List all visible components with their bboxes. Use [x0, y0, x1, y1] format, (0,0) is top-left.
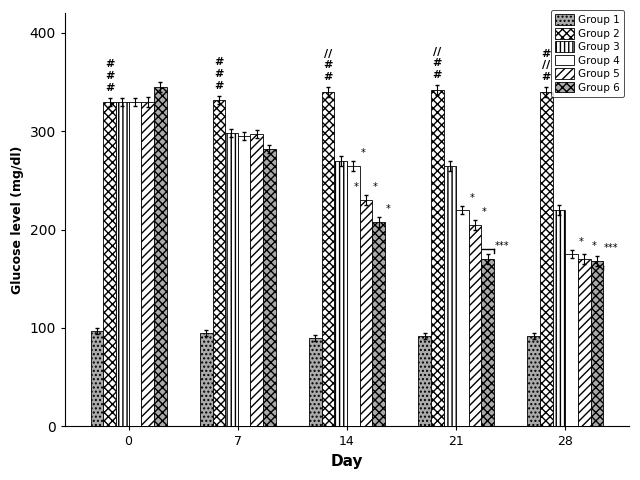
Bar: [250, 134, 263, 426]
Bar: [468, 225, 481, 426]
Text: *: *: [373, 182, 378, 192]
Bar: [238, 136, 250, 426]
Bar: [481, 259, 494, 426]
Text: *: *: [482, 207, 487, 217]
Text: *: *: [579, 237, 584, 247]
Bar: [444, 166, 456, 426]
Bar: [456, 210, 468, 426]
Text: #: #: [214, 69, 223, 79]
Bar: [334, 161, 347, 426]
Bar: [91, 331, 103, 426]
Text: #: #: [433, 59, 442, 68]
Bar: [431, 90, 444, 426]
Text: #: #: [105, 60, 115, 69]
Bar: [540, 92, 553, 426]
Bar: [154, 87, 166, 426]
Text: #: #: [105, 83, 115, 93]
Text: #: #: [214, 81, 223, 91]
Bar: [309, 338, 322, 426]
Bar: [591, 261, 604, 426]
Bar: [103, 102, 116, 426]
Text: *: *: [354, 182, 359, 192]
Text: #: #: [105, 71, 115, 81]
Legend: Group 1, Group 2, Group 3, Group 4, Group 5, Group 6: Group 1, Group 2, Group 3, Group 4, Grou…: [550, 10, 624, 97]
Text: ***: ***: [495, 241, 509, 251]
Text: //: //: [433, 47, 442, 57]
Bar: [116, 102, 129, 426]
Bar: [372, 222, 385, 426]
Text: #: #: [323, 60, 333, 71]
Bar: [347, 166, 360, 426]
Text: *: *: [591, 241, 596, 251]
Bar: [565, 254, 578, 426]
Text: #: #: [541, 48, 551, 59]
Text: ***: ***: [604, 243, 618, 253]
Text: *: *: [385, 204, 390, 214]
Bar: [212, 100, 225, 426]
Bar: [129, 102, 141, 426]
Bar: [360, 200, 372, 426]
Text: *: *: [360, 148, 365, 158]
Bar: [322, 92, 334, 426]
Bar: [578, 259, 591, 426]
X-axis label: Day: Day: [331, 454, 364, 469]
Bar: [418, 336, 431, 426]
Bar: [225, 133, 238, 426]
Bar: [141, 102, 154, 426]
Text: #: #: [323, 72, 333, 82]
Text: //: //: [542, 60, 550, 71]
Text: //: //: [324, 48, 332, 59]
Text: #: #: [433, 70, 442, 80]
Bar: [553, 210, 565, 426]
Y-axis label: Glucose level (mg/dl): Glucose level (mg/dl): [11, 145, 24, 294]
Bar: [200, 333, 212, 426]
Text: #: #: [214, 58, 223, 67]
Bar: [527, 336, 540, 426]
Text: *: *: [469, 193, 474, 203]
Bar: [263, 149, 276, 426]
Text: #: #: [541, 72, 551, 82]
